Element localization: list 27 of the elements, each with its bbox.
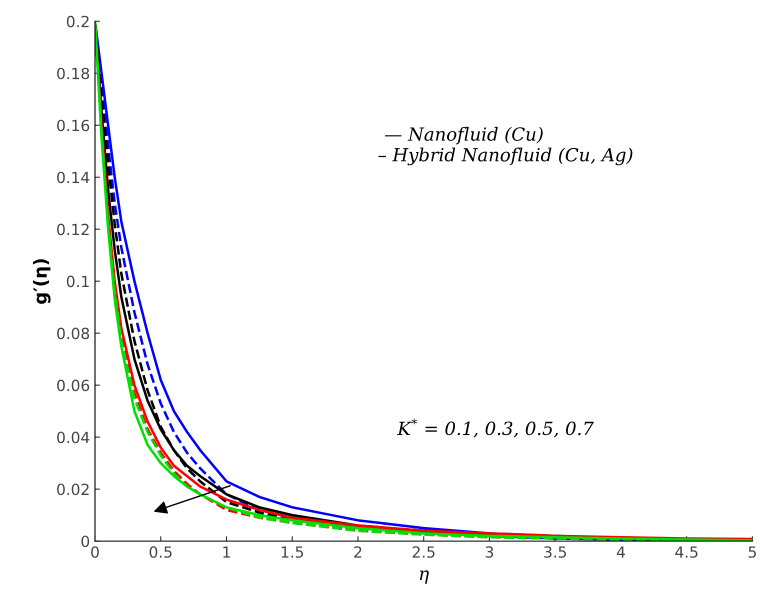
y-axis-title: g′(η) bbox=[32, 259, 51, 304]
y-tick-label: 0.1 bbox=[66, 276, 89, 288]
y-tick-label: 0.06 bbox=[57, 380, 90, 392]
annotation: K$^{*}$ = 0.1, 0.3, 0.5, 0.7 bbox=[397, 418, 594, 438]
y-tick-label: 0.08 bbox=[57, 328, 90, 340]
x-tick-label: 4 bbox=[616, 546, 625, 558]
x-tick-label: 1.5 bbox=[282, 546, 304, 558]
y-tick-label: 0.2 bbox=[66, 16, 89, 28]
y-tick-label: 0.12 bbox=[57, 224, 89, 236]
x-tick-label: 3.5 bbox=[544, 546, 566, 558]
x-axis-title: η bbox=[420, 570, 429, 584]
x-tick-label: 0 bbox=[91, 546, 99, 558]
x-tick-label: 4.5 bbox=[675, 546, 698, 558]
y-tick-label: 0 bbox=[81, 536, 90, 548]
y-tick-label: 0.04 bbox=[57, 432, 90, 444]
annotation: – Hybrid Nanofluid (Cu, Ag) bbox=[378, 148, 632, 166]
x-tick-label: 2.5 bbox=[412, 546, 435, 558]
y-tick-label: 0.02 bbox=[57, 484, 89, 496]
x-tick-label: 0.5 bbox=[150, 546, 172, 558]
y-tick-label: 0.14 bbox=[57, 172, 90, 184]
annotation: — Nanofluid (Cu) bbox=[384, 126, 543, 144]
y-tick-label: 0.18 bbox=[57, 68, 90, 80]
x-tick-label: 2 bbox=[354, 546, 362, 558]
x-tick-label: 3 bbox=[486, 546, 494, 558]
y-tick-label: 0.16 bbox=[57, 120, 90, 132]
x-tick-label: 5 bbox=[748, 546, 756, 558]
x-tick-label: 1 bbox=[223, 546, 230, 558]
